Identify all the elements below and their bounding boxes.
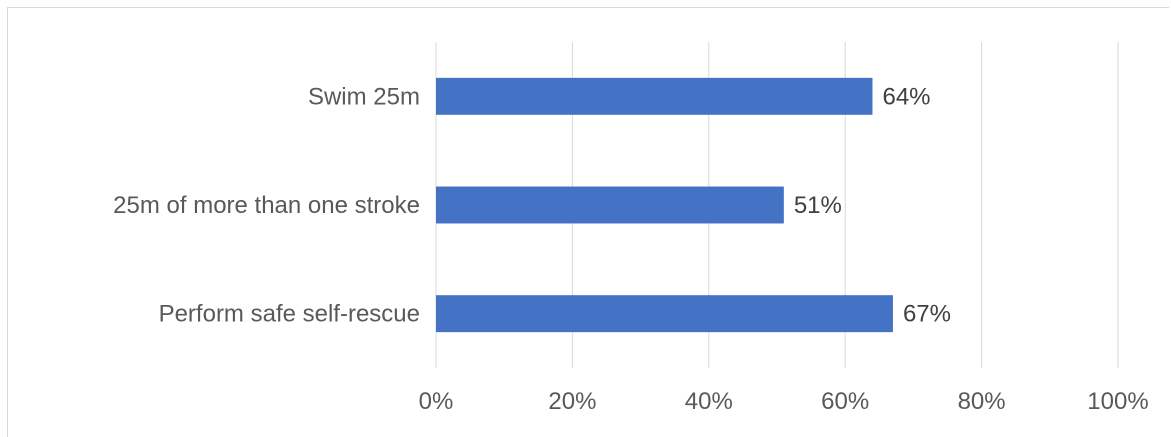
x-tick-label: 20% [548,388,596,415]
x-tick-label: 100% [1087,388,1148,415]
data-label: 64% [882,83,930,110]
bar [436,295,893,333]
chart-frame [7,7,1169,437]
bar [436,77,873,115]
data-label: 67% [903,301,951,328]
x-tick-label: 0% [419,388,454,415]
data-label: 51% [794,192,842,219]
bar-chart: 0% 20% 40% 60% 80% 100% Swim 25m 64% 25m of more… [113,42,1149,415]
bar [436,186,784,224]
x-tick-label: 60% [821,388,869,415]
x-tick-label: 80% [958,388,1006,415]
category-label: 25m of more than one stroke [113,192,420,219]
x-tick-label: 40% [685,388,733,415]
category-label: Perform safe self-rescue [159,301,420,328]
category-label: Swim 25m [308,83,420,110]
